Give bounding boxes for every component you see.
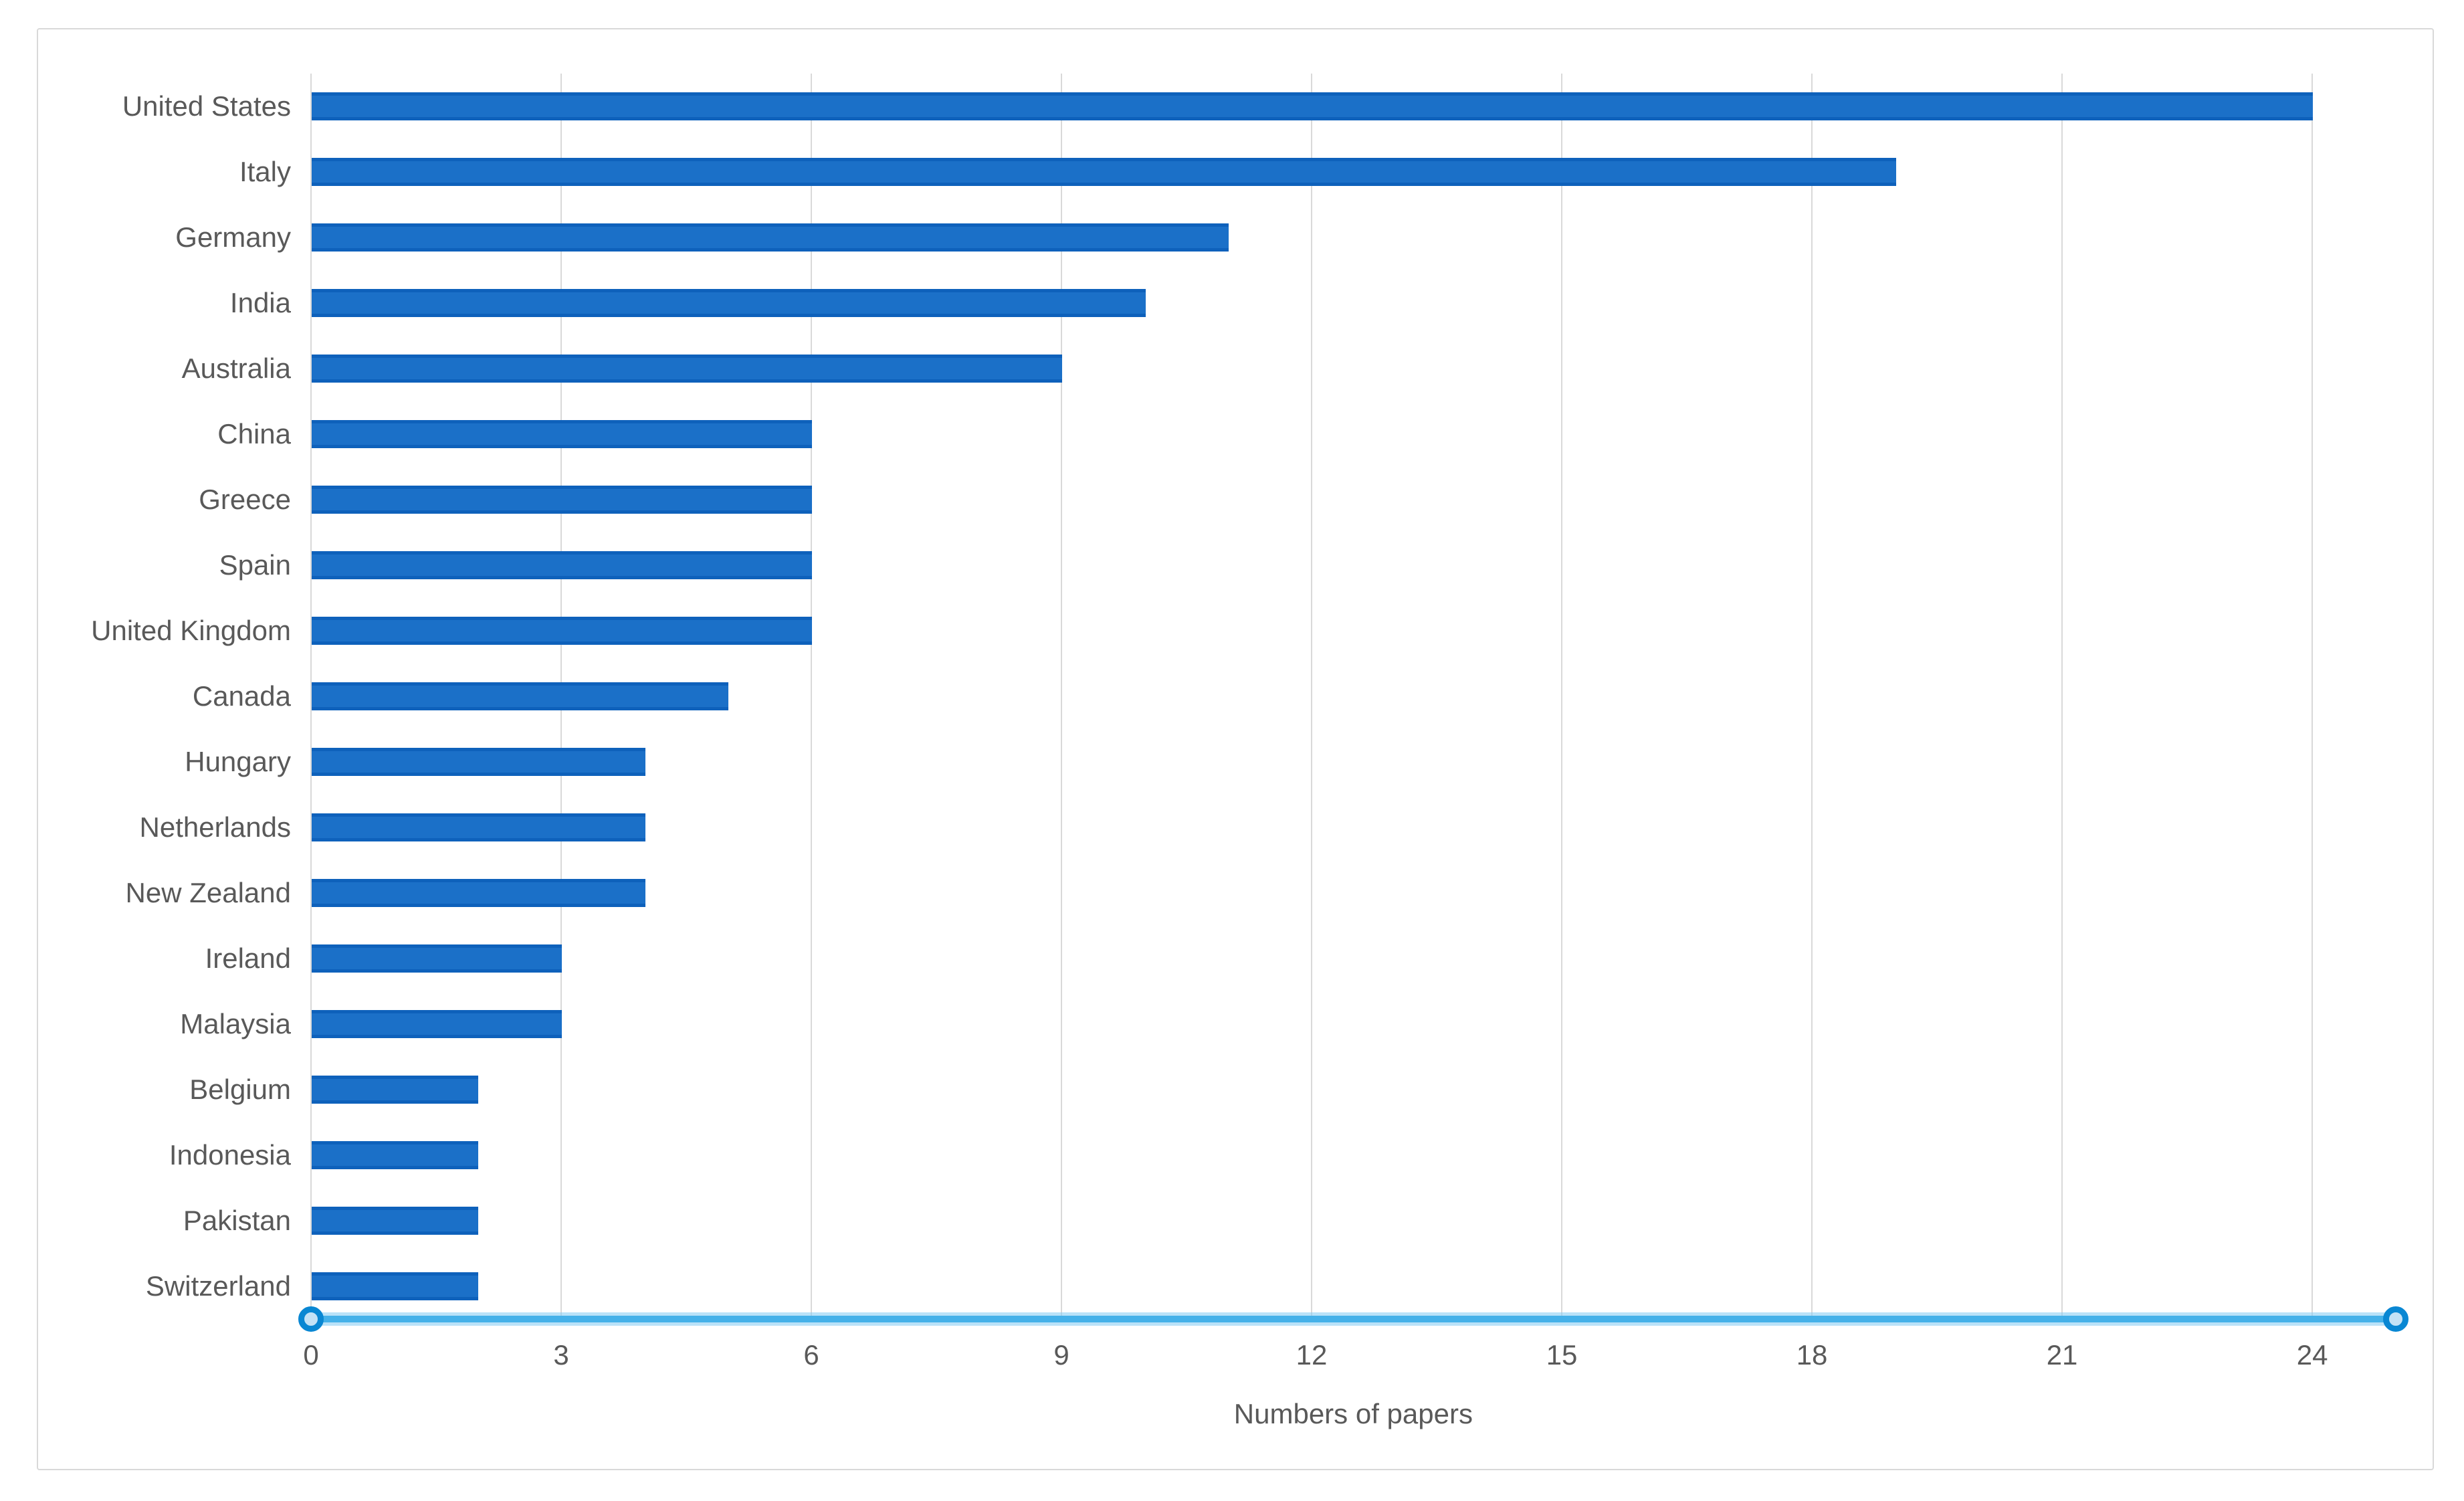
gridline bbox=[2312, 74, 2314, 1319]
x-tick-label: 24 bbox=[2296, 1339, 2328, 1371]
bar bbox=[312, 748, 645, 776]
category-label: India bbox=[229, 287, 291, 318]
category-label: Ireland bbox=[205, 942, 291, 974]
x-axis-title: Numbers of papers bbox=[1233, 1398, 1473, 1429]
category-label: Australia bbox=[181, 353, 291, 384]
category-label: Greece bbox=[199, 484, 291, 515]
category-label: Switzerland bbox=[145, 1270, 291, 1302]
gridline bbox=[1061, 74, 1063, 1319]
category-label: Netherlands bbox=[139, 811, 291, 843]
bar bbox=[312, 682, 729, 710]
bar bbox=[312, 1141, 479, 1169]
bar bbox=[312, 551, 813, 579]
category-label: Italy bbox=[239, 156, 291, 187]
bar bbox=[312, 813, 645, 841]
gridline bbox=[1561, 74, 1563, 1319]
x-tick-label: 12 bbox=[1296, 1339, 1328, 1371]
bar bbox=[312, 1010, 562, 1038]
bar bbox=[312, 1272, 479, 1300]
axis-handle-right[interactable] bbox=[2382, 1306, 2408, 1332]
bar bbox=[312, 486, 813, 514]
category-label: China bbox=[217, 418, 291, 449]
x-tick-label: 21 bbox=[2046, 1339, 2078, 1371]
bar bbox=[312, 223, 1229, 252]
category-label: United Kingdom bbox=[91, 615, 291, 646]
x-tick-label: 9 bbox=[1053, 1339, 1069, 1371]
gridline bbox=[811, 74, 813, 1319]
category-label: United States bbox=[122, 90, 291, 122]
bar bbox=[312, 92, 2314, 120]
category-label: New Zealand bbox=[125, 877, 291, 908]
bar bbox=[312, 1207, 479, 1235]
gridline bbox=[2061, 74, 2063, 1319]
category-label: Germany bbox=[175, 221, 291, 253]
category-label: Spain bbox=[219, 549, 291, 581]
x-tick-label: 3 bbox=[553, 1339, 569, 1371]
gridline bbox=[310, 74, 312, 1319]
category-label: Hungary bbox=[185, 746, 291, 777]
x-tick-label: 15 bbox=[1546, 1339, 1578, 1371]
axis-handle-left[interactable] bbox=[298, 1306, 324, 1332]
x-tick-label: 18 bbox=[1796, 1339, 1828, 1371]
bar bbox=[312, 879, 645, 907]
category-label: Pakistan bbox=[183, 1205, 291, 1236]
gridline bbox=[1811, 74, 1813, 1319]
bar bbox=[312, 355, 1063, 383]
bar bbox=[312, 158, 1896, 186]
category-label: Malaysia bbox=[180, 1008, 291, 1039]
bar bbox=[312, 420, 813, 448]
x-tick-label: 0 bbox=[303, 1339, 319, 1371]
x-tick-label: 6 bbox=[803, 1339, 819, 1371]
category-label: Indonesia bbox=[169, 1139, 291, 1171]
axis-highlight-line[interactable] bbox=[311, 1316, 2396, 1322]
bar bbox=[312, 944, 562, 973]
gridline bbox=[1311, 74, 1313, 1319]
bar bbox=[312, 289, 1146, 317]
bar bbox=[312, 1076, 479, 1104]
category-label: Belgium bbox=[189, 1074, 291, 1105]
category-label: Canada bbox=[192, 680, 291, 712]
bar bbox=[312, 617, 813, 645]
